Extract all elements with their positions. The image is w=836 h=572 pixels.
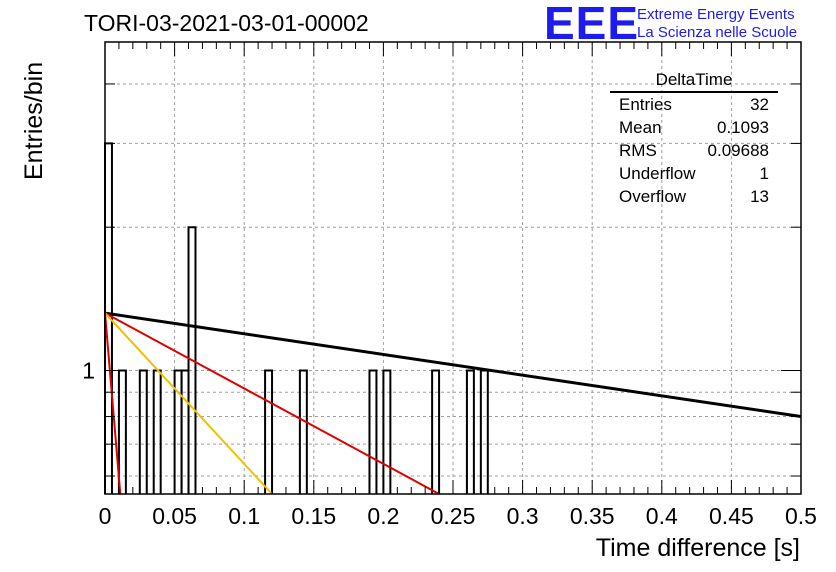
eee-logo-text: Extreme Energy Events La Scienza nelle S… <box>637 6 797 42</box>
fit-curve-red <box>105 312 440 494</box>
histogram-bin <box>117 369 127 494</box>
x-tick-label: 0.05 <box>152 503 197 529</box>
stats-box: DeltaTime Entries 32 Mean 0.1093 RMS 0.0… <box>610 70 778 208</box>
stats-value: 0.1093 <box>717 118 769 137</box>
stats-label: RMS <box>619 141 657 160</box>
histogram-bin <box>479 369 489 494</box>
fit-curve-steep-red <box>105 312 122 494</box>
x-tick-label: 0 <box>99 503 112 529</box>
stats-label: Underflow <box>619 164 696 183</box>
histogram-bin <box>465 369 475 494</box>
axes-frame <box>104 41 802 495</box>
stats-name: DeltaTime <box>610 70 778 93</box>
x-tick-label: 0.5 <box>785 503 817 529</box>
stats-value: 0.09688 <box>707 141 769 160</box>
x-tick-label: 0.15 <box>291 503 336 529</box>
stats-value: 13 <box>750 187 769 206</box>
histogram-bars <box>104 142 489 494</box>
stats-row-rms: RMS 0.09688 <box>610 139 778 162</box>
stats-value: 1 <box>759 164 769 183</box>
grid-lines <box>105 42 801 494</box>
x-tick-label: 0.35 <box>570 503 615 529</box>
stats-label: Entries <box>619 95 672 114</box>
stats-value: 32 <box>750 95 769 114</box>
histogram-bin <box>138 369 148 494</box>
histogram-bin <box>431 369 441 494</box>
stats-label: Overflow <box>619 187 687 206</box>
x-tick-labels: 0 0.05 0.1 0.15 0.2 0.25 0.3 0.35 0.4 0.45 0.5 <box>99 503 817 529</box>
stats-row-entries: Entries 32 <box>610 93 778 116</box>
histogram-bin <box>368 369 378 494</box>
histogram-bin <box>382 369 392 494</box>
x-tick-label: 0.1 <box>228 503 260 529</box>
eee-logo-mark: EEE <box>544 0 640 49</box>
fit-curve-yellow <box>105 312 273 494</box>
stats-row-underflow: Underflow 1 <box>610 162 778 185</box>
x-axis-label: Time difference [s] <box>595 534 800 562</box>
histogram-bin <box>298 369 308 494</box>
histogram-bin <box>264 369 274 494</box>
chart-title: TORI-03-2021-03-01-00002 <box>84 10 369 36</box>
x-tick-label: 0.4 <box>646 503 678 529</box>
y-axis-label: Entries/bin <box>20 61 48 180</box>
fit-curve-black <box>105 311 801 419</box>
logo-line-1: Extreme Energy Events <box>637 6 795 23</box>
stats-label: Mean <box>619 118 662 137</box>
y-tick-labels: 1 <box>82 357 95 383</box>
x-tick-label: 0.3 <box>507 503 539 529</box>
x-tick-label: 0.2 <box>367 503 399 529</box>
y-tick-label: 1 <box>82 357 95 383</box>
x-tick-label: 0.45 <box>709 503 754 529</box>
histogram-bin <box>180 369 190 494</box>
stats-row-overflow: Overflow 13 <box>610 185 778 208</box>
logo-line-2: La Scienza nelle Scuole <box>637 24 798 41</box>
histogram-bin <box>187 226 197 494</box>
x-tick-label: 0.25 <box>431 503 476 529</box>
fit-curves <box>105 311 801 494</box>
stats-row-mean: Mean 0.1093 <box>610 116 778 139</box>
histogram-bin <box>152 369 162 494</box>
